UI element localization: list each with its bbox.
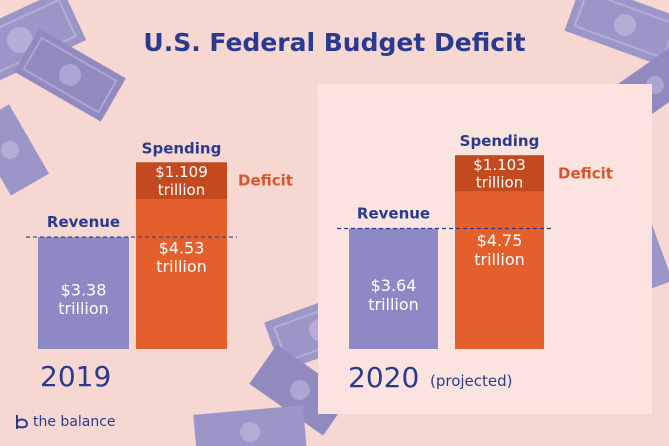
revenue-category-label-2019: Revenue	[47, 213, 120, 231]
deficit-callout-label-2019: Deficit	[238, 172, 293, 190]
deficit-value-label-2019: $1.109 trillion	[155, 163, 208, 199]
deficit-bar-segment-2019	[136, 162, 227, 199]
balance-logo-icon	[16, 415, 29, 429]
brand-logo: the balance	[14, 414, 116, 430]
revenue-value-label-2019: $3.38 trillion	[58, 280, 109, 318]
revenue-value-label-2020: $3.64 trillion	[368, 276, 419, 314]
year-label-2020: 2020	[348, 361, 419, 394]
spending-value-label-2020: $4.75 trillion	[474, 231, 525, 269]
revenue-bar-2020	[349, 228, 438, 349]
spending-bar-2020	[455, 191, 544, 349]
projected-note-label: (projected)	[430, 372, 513, 390]
revenue-category-label-2020: Revenue	[357, 204, 430, 222]
deficit-value-label-2020: $1.103 trillion	[473, 156, 526, 192]
spending-bar-2019	[136, 199, 227, 349]
year-label-2019: 2019	[40, 360, 111, 393]
deficit-bar-segment-2020	[455, 155, 544, 192]
page-title: U.S. Federal Budget Deficit	[143, 28, 526, 57]
deficit-callout-label-2020: Deficit	[558, 164, 613, 182]
brand-name: the balance	[33, 414, 116, 430]
spending-value-label-2019: $4.53 trillion	[156, 238, 207, 276]
revenue-bar-2019	[38, 237, 129, 349]
spending-category-label-2019: Spending	[142, 139, 222, 157]
spending-category-label-2020: Spending	[460, 132, 540, 150]
